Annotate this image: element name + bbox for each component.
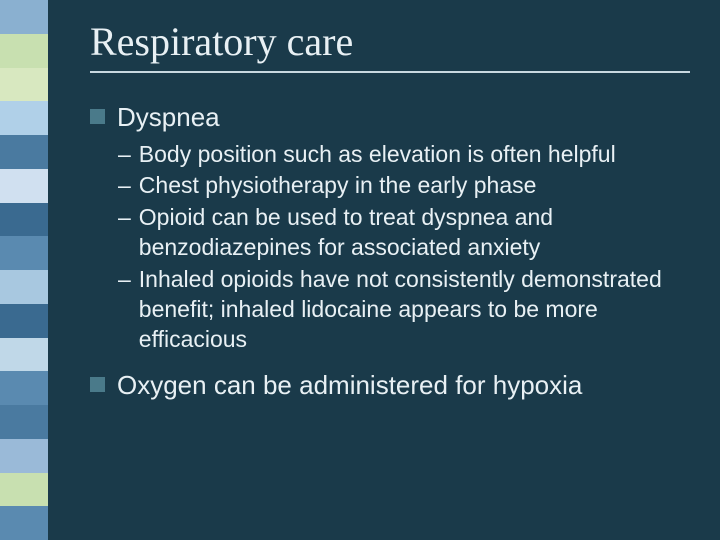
sidebar-stripe	[0, 338, 48, 372]
sub-item: – Body position such as elevation is oft…	[118, 140, 690, 170]
square-bullet-icon	[90, 109, 105, 124]
square-bullet-icon	[90, 377, 105, 392]
bullet-item: Oxygen can be administered for hypoxia	[90, 369, 690, 402]
sub-item: – Opioid can be used to treat dyspnea an…	[118, 203, 690, 263]
sub-text: Inhaled opioids have not consistently de…	[139, 265, 690, 355]
dash-icon: –	[118, 140, 131, 170]
slide-content: Respiratory care Dyspnea – Body position…	[48, 0, 720, 540]
sidebar-stripe	[0, 34, 48, 68]
sub-text: Body position such as elevation is often…	[139, 140, 616, 170]
sub-item: – Inhaled opioids have not consistently …	[118, 265, 690, 355]
bullet-text: Oxygen can be administered for hypoxia	[117, 369, 582, 402]
sidebar-stripe	[0, 304, 48, 338]
dash-icon: –	[118, 203, 131, 233]
sidebar-stripe	[0, 506, 48, 540]
sidebar-stripe	[0, 405, 48, 439]
sidebar-stripe	[0, 135, 48, 169]
sidebar-stripe	[0, 473, 48, 507]
sidebar-stripe	[0, 270, 48, 304]
sidebar-stripe	[0, 68, 48, 102]
dash-icon: –	[118, 171, 131, 201]
sidebar-stripe	[0, 169, 48, 203]
sidebar-stripe	[0, 101, 48, 135]
bullet-text: Dyspnea	[117, 101, 220, 134]
dash-icon: –	[118, 265, 131, 295]
sidebar-stripe	[0, 0, 48, 34]
sidebar-stripe	[0, 371, 48, 405]
sub-item: – Chest physiotherapy in the early phase	[118, 171, 690, 201]
sidebar-stripe	[0, 203, 48, 237]
sub-text: Opioid can be used to treat dyspnea and …	[139, 203, 690, 263]
sidebar-stripe	[0, 439, 48, 473]
title-underline	[90, 71, 690, 73]
decorative-sidebar	[0, 0, 48, 540]
sidebar-stripe	[0, 236, 48, 270]
sub-text: Chest physiotherapy in the early phase	[139, 171, 537, 201]
slide-title: Respiratory care	[90, 18, 690, 65]
sub-list: – Body position such as elevation is oft…	[118, 140, 690, 355]
bullet-item: Dyspnea	[90, 101, 690, 134]
